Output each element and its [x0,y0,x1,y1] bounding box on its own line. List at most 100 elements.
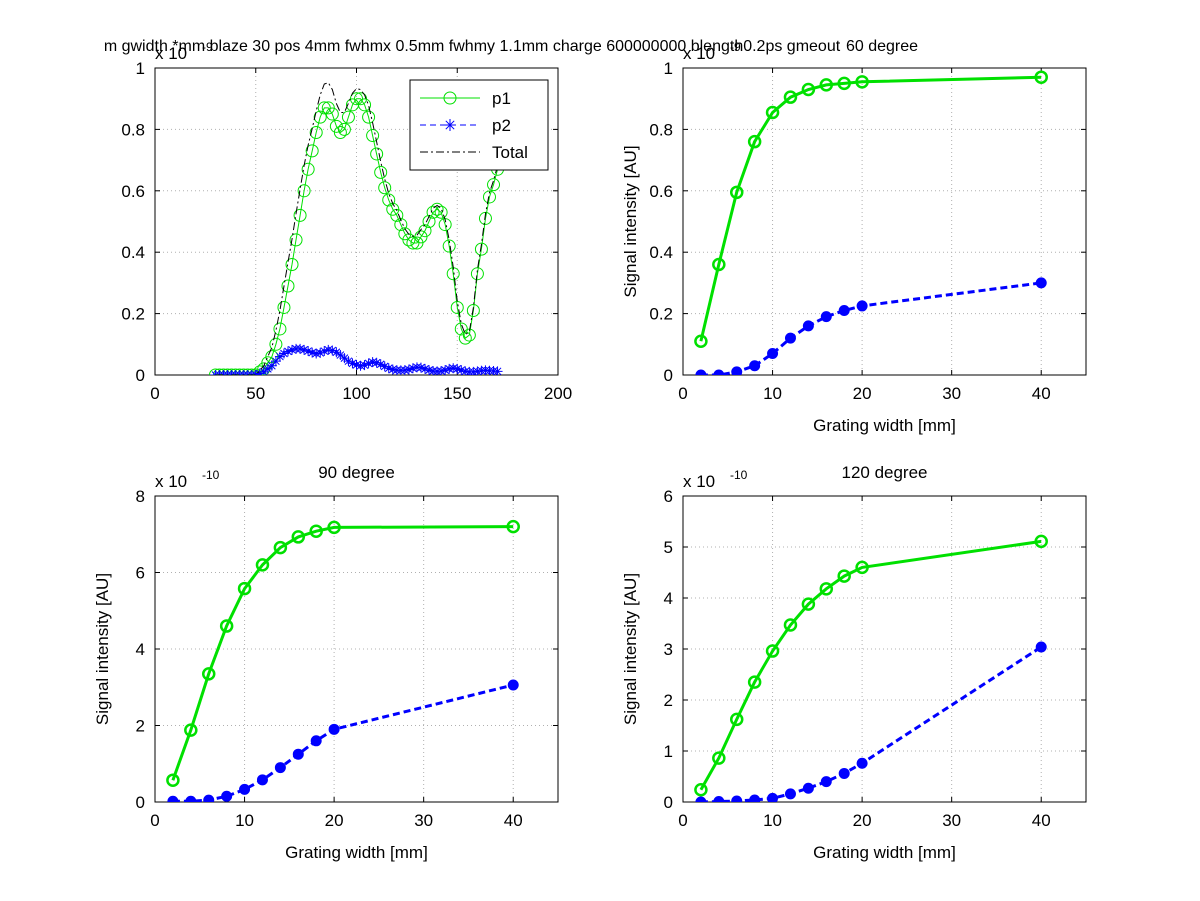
data-point [347,358,358,369]
data-point [370,147,384,161]
y-tick-label: 0.8 [121,120,145,139]
x-tick-label: 50 [246,384,265,403]
legend-marker [443,91,457,105]
exponent-label: x 10 [155,472,187,491]
data-point [712,257,726,272]
data-point [371,357,382,368]
data-point [399,365,410,375]
data-point [448,363,459,374]
axes-frame [154,495,559,803]
panel-top-right: 0 10 20 30 40 0 0.2 0.4 0.6 0.8 1 x 10 -9 Grating wid… [621,40,1087,435]
data-point [273,322,287,336]
y-tick-label: 0 [664,793,673,812]
data-point [327,520,341,535]
axes-frame [682,495,1087,803]
legend-label: Total [492,143,528,162]
data-point [767,348,779,360]
exponent-superscript: -10 [202,468,220,482]
data-point [1035,641,1047,653]
y-tick-label: 1 [136,59,145,78]
y-axis-label: Signal intensity [AU] [621,145,640,297]
data-point [277,300,291,314]
data-point [430,202,444,216]
x-tick-label: 10 [763,384,782,403]
data-point [292,748,304,760]
data-point [749,360,761,372]
data-point [801,82,816,97]
legend: p1 p2 Total [409,79,549,171]
data-point [747,134,762,149]
exponent-label: x 10 [683,44,715,63]
data-point [450,300,464,314]
data-point [203,794,215,802]
data-point [456,365,467,375]
data-point [262,363,273,374]
data-point [319,346,330,357]
data-point [415,362,426,373]
data-point [729,185,744,200]
series-line [215,82,499,375]
y-tick-label: 0.4 [649,243,673,262]
y-tick-label: 0.6 [649,182,673,201]
data-point [802,782,814,794]
x-tick-label: 40 [1032,811,1051,830]
data-point [712,751,726,765]
series-p1 [166,519,520,787]
data-point [237,368,251,375]
data-point [315,347,326,358]
x-tick-label: 10 [235,811,254,830]
data-point [460,366,471,375]
data-point [274,351,285,362]
data-point [309,125,323,139]
data-point [217,368,231,375]
x-tick-label: 0 [678,811,687,830]
data-point [506,519,520,534]
data-point [323,344,334,355]
data-point [436,366,447,375]
y-tick-label: 0 [664,366,673,385]
data-point [837,76,851,91]
data-point [299,344,310,355]
exponent-superscript: -9 [202,40,213,54]
x-tick-label: 40 [1032,384,1051,403]
data-point [305,144,319,158]
data-point [765,644,780,658]
data-point [507,679,519,691]
data-point [420,363,431,374]
panel-title: 120 degree [841,463,927,482]
data-point [424,365,435,375]
x-tick-label: 150 [443,384,471,403]
x-axis-label: Grating width [mm] [285,843,428,862]
data-point [331,347,342,358]
axes-background [155,496,558,802]
data-point [201,667,216,681]
data-point [695,369,707,375]
y-tick-label: 5 [664,538,673,557]
plot-area [694,70,1048,375]
data-point [359,360,370,371]
data-point [713,369,725,375]
y-tick-label: 6 [664,487,673,506]
panel-bottom-left: 0 10 20 30 40 0 2 4 6 8 x 10 -10 90 degree Grating wi… [93,463,559,862]
x-tick-label: 30 [414,811,433,830]
data-point [285,257,299,271]
data-point [303,346,314,357]
axes-frame [682,67,1087,376]
data-point [221,790,233,802]
data-point [802,320,814,332]
data-point [855,75,869,89]
data-point [167,795,179,802]
data-point [274,762,286,774]
data-point [767,792,779,802]
plot-area [166,519,520,802]
exponent-superscript: -10 [730,468,748,482]
x-tick-label: 200 [544,384,572,403]
plot-area [694,534,1048,802]
series-p2 [167,679,519,802]
data-point [184,723,198,737]
data-point [820,311,832,323]
data-point [382,193,396,207]
panel-title: 90 degree [318,463,395,482]
data-point [241,368,255,375]
data-point [731,366,743,375]
